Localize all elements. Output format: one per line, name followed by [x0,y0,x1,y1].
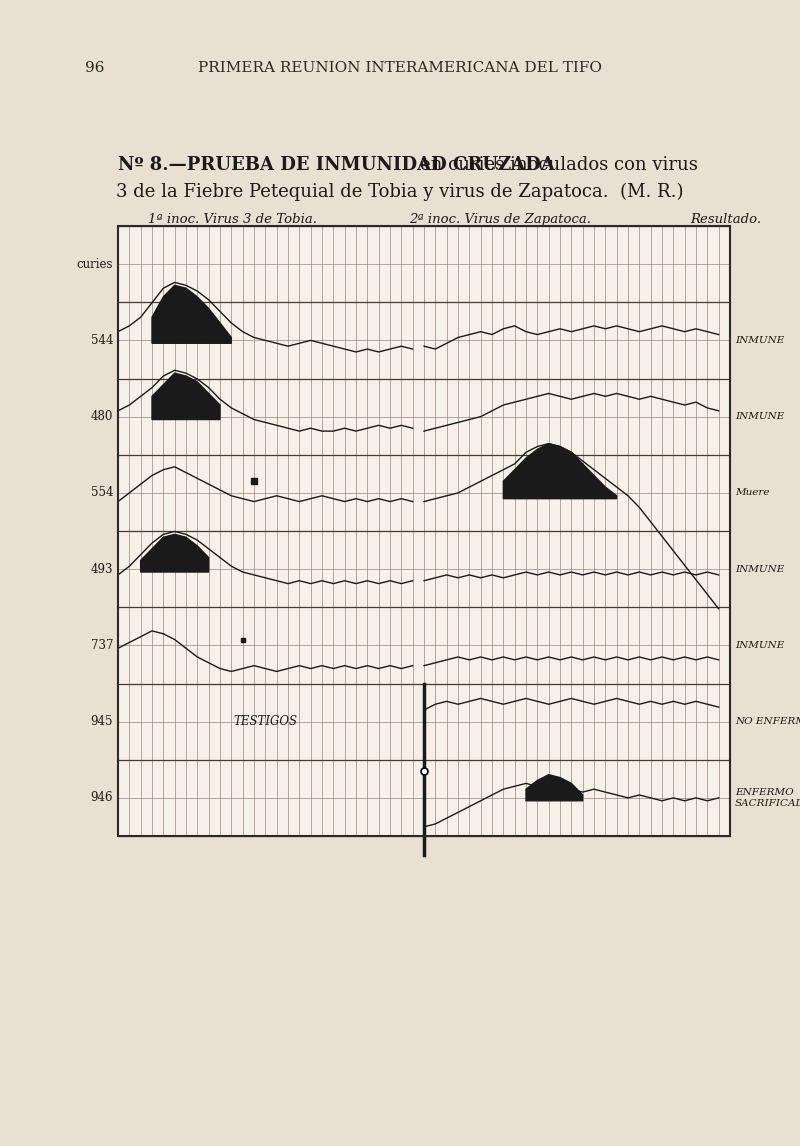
Text: en curies inoculados con virus: en curies inoculados con virus [420,156,698,174]
Text: 946: 946 [90,792,113,804]
Text: PRIMERA REUNION INTERAMERICANA DEL TIFO: PRIMERA REUNION INTERAMERICANA DEL TIFO [198,61,602,74]
Text: 493: 493 [90,563,113,575]
Text: NO ENFERMA: NO ENFERMA [735,717,800,727]
Text: 480: 480 [90,410,113,423]
Text: Resultado.: Resultado. [690,213,761,226]
Polygon shape [526,775,582,801]
Text: Muere: Muere [735,488,770,497]
Text: 3 de la Fiebre Petequial de Tobia y virus de Zapatoca.  (M. R.): 3 de la Fiebre Petequial de Tobia y viru… [116,183,684,202]
Text: 1ª inoc. Virus 3 de Tobia.: 1ª inoc. Virus 3 de Tobia. [149,213,318,226]
Text: Nº 8.—PRUEBA DE INMUNIDAD CRUZADA: Nº 8.—PRUEBA DE INMUNIDAD CRUZADA [118,156,555,174]
Polygon shape [152,285,231,344]
Text: INMUNE: INMUNE [735,565,784,574]
Polygon shape [152,374,220,419]
Polygon shape [503,444,617,499]
Polygon shape [141,534,209,572]
Bar [118,226,730,835]
Text: 737: 737 [90,638,113,652]
Text: 96: 96 [85,61,105,74]
Text: TESTIGOS: TESTIGOS [234,715,298,728]
Text: INMUNE: INMUNE [735,336,784,345]
Text: INMUNE: INMUNE [735,641,784,650]
Text: INMUNE: INMUNE [735,413,784,421]
Text: 554: 554 [90,486,113,500]
Text: ENFERMO
SACRIFICADO: ENFERMO SACRIFICADO [735,788,800,808]
Bar [118,226,730,835]
Text: curies: curies [77,258,113,270]
Text: 2ª inoc. Virus de Zapatoca.: 2ª inoc. Virus de Zapatoca. [409,213,591,226]
Text: 945: 945 [90,715,113,728]
Text: 544: 544 [90,333,113,347]
